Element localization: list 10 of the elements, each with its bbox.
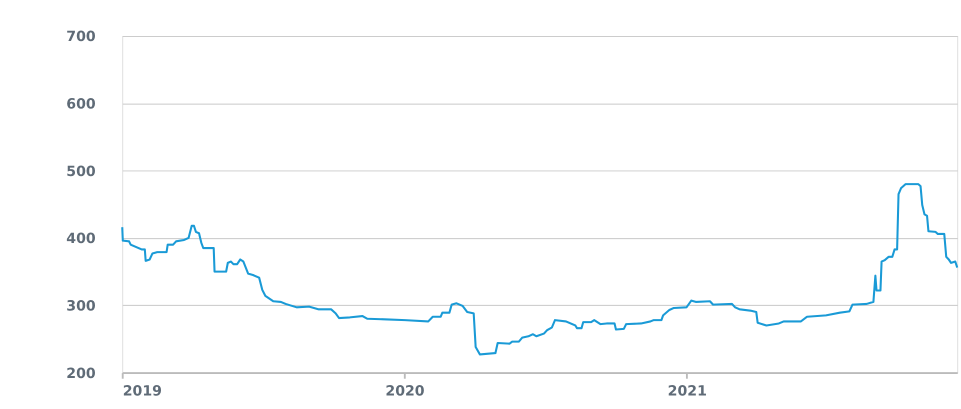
y-tick-label: 300	[66, 298, 96, 314]
line-series	[121, 183, 958, 356]
y-tick-label: 500	[66, 164, 96, 180]
x-tick-label: 2020	[385, 384, 425, 400]
y-tick-label: 600	[66, 96, 96, 112]
y-tick-label: 200	[66, 366, 96, 382]
x-tick-label: 2021	[668, 384, 707, 400]
x-tick-label: 2019	[122, 384, 162, 400]
y-tick-label: 400	[66, 231, 96, 248]
y-tick-label: 700	[66, 29, 96, 46]
